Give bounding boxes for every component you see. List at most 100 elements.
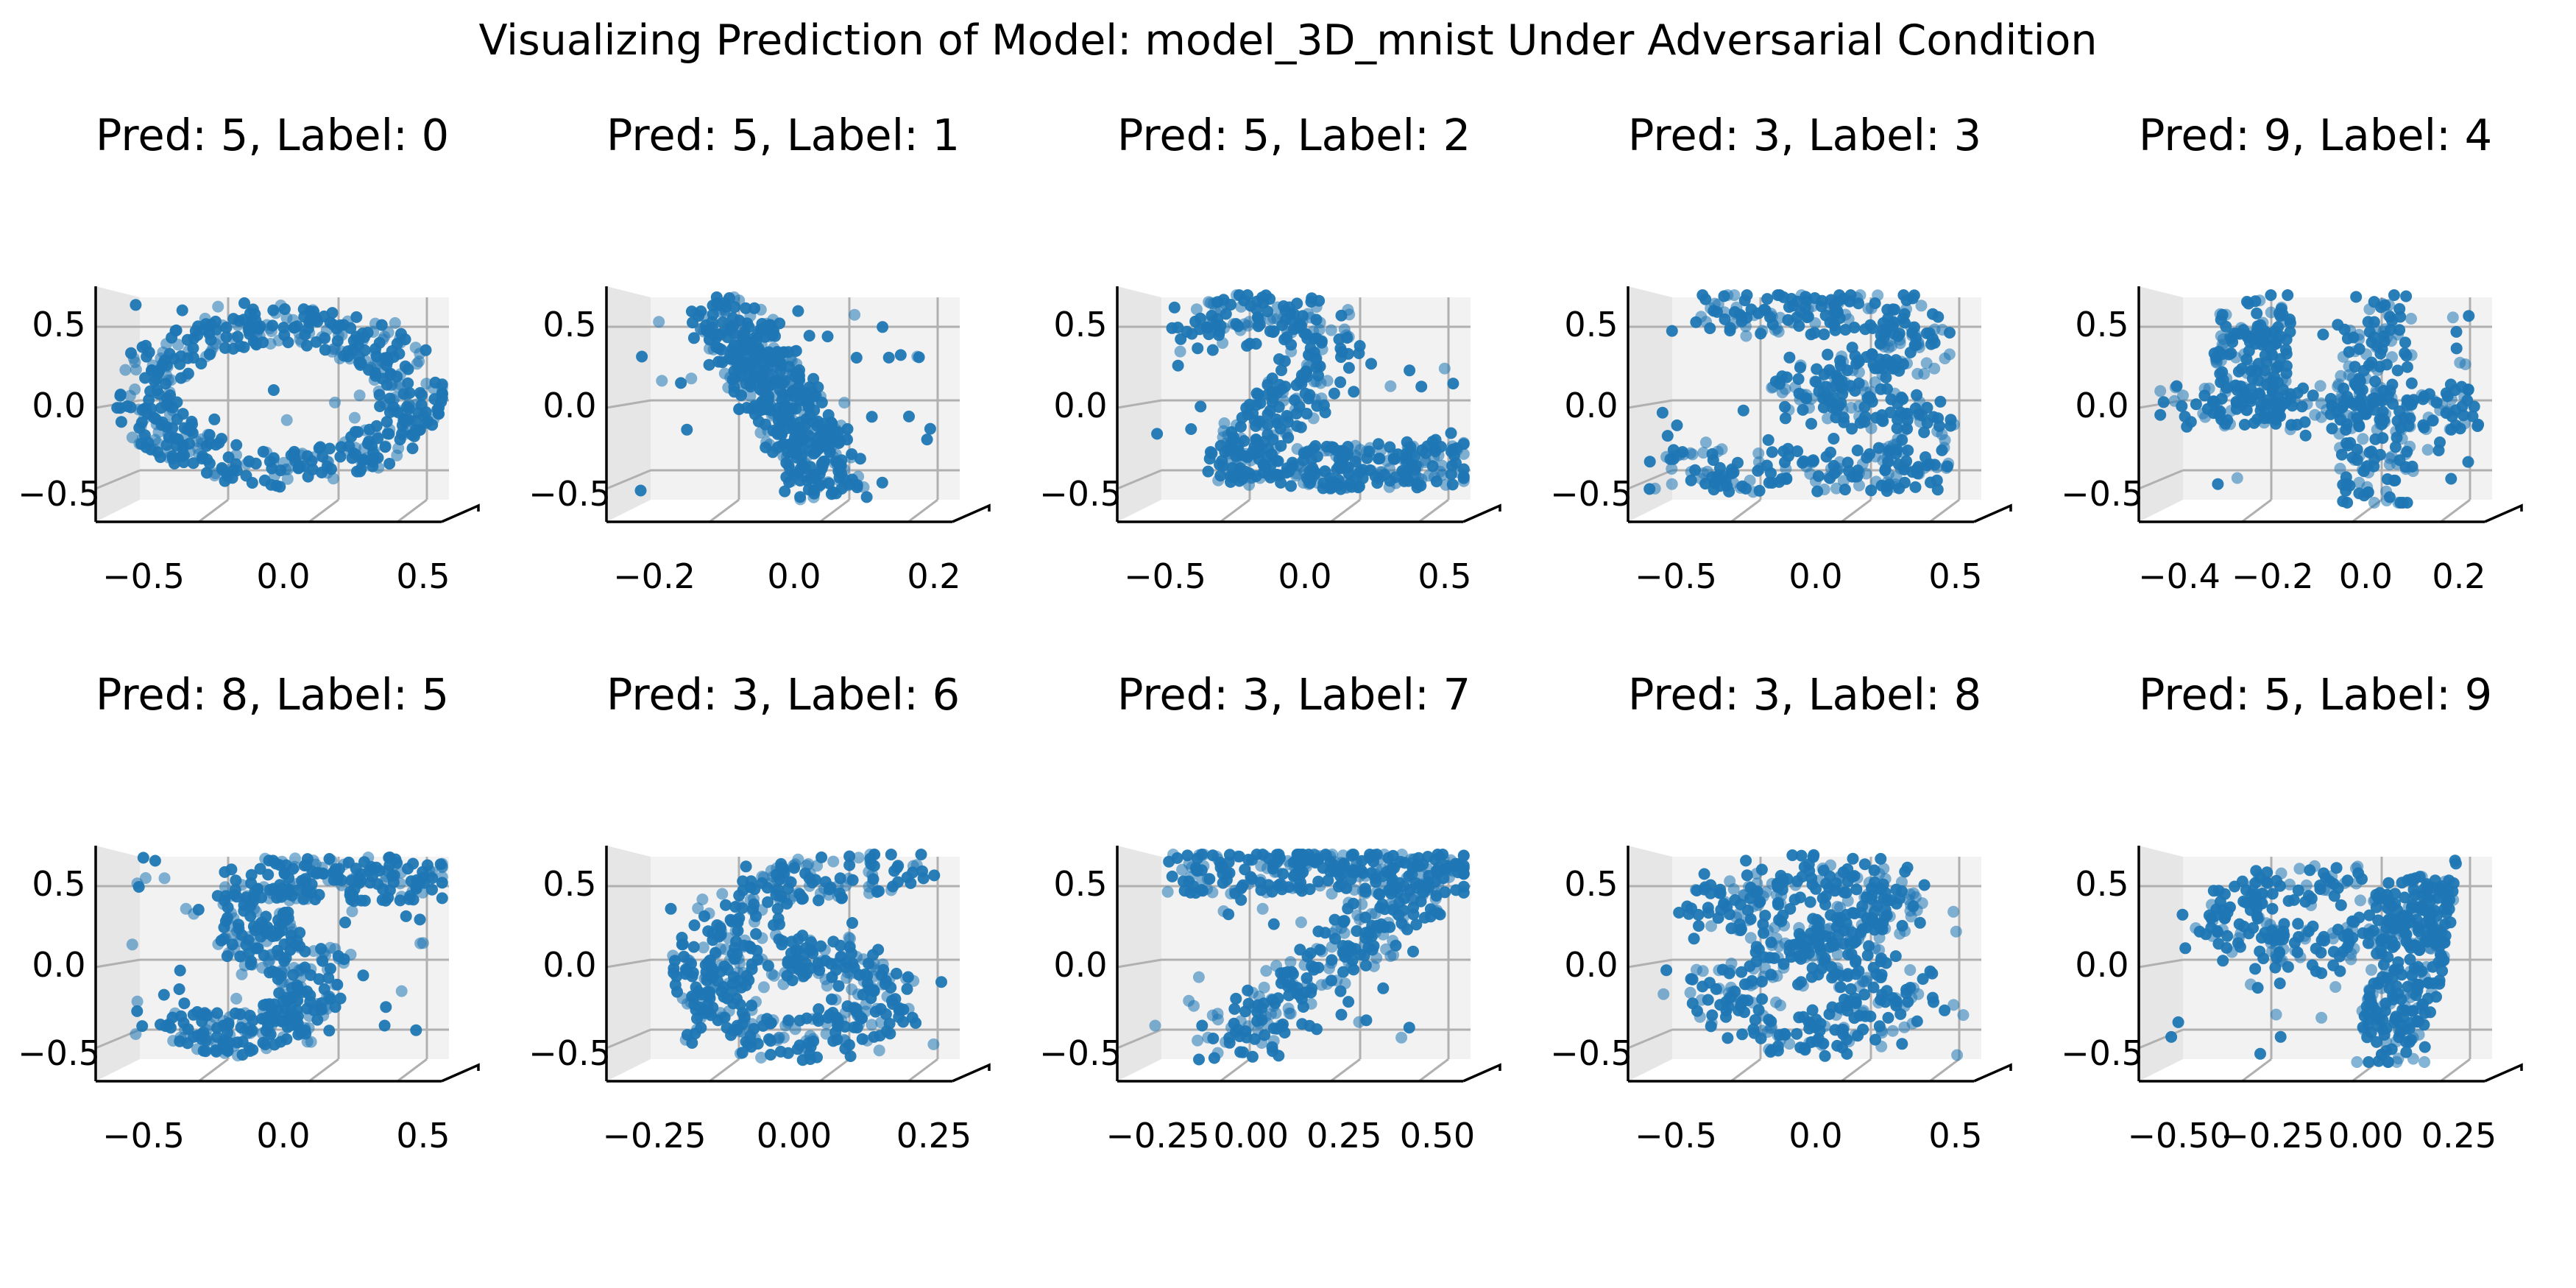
scatter-point bbox=[815, 940, 827, 952]
scatter-point bbox=[1836, 1041, 1848, 1054]
scatter-point bbox=[916, 865, 928, 877]
scatter-point bbox=[2427, 414, 2439, 427]
scatter-point bbox=[1811, 485, 1824, 498]
x-tick-label: −0.2 bbox=[2232, 556, 2314, 596]
scatter-point bbox=[2377, 385, 2390, 397]
scatter-point bbox=[1866, 348, 1878, 361]
scatter-point bbox=[714, 920, 726, 933]
scatter-point bbox=[1306, 983, 1317, 995]
scatter-point bbox=[829, 456, 842, 468]
scatter-point bbox=[1786, 849, 1799, 861]
scatter-point bbox=[426, 866, 438, 878]
scatter-point bbox=[119, 364, 132, 376]
scatter-point bbox=[1901, 357, 1913, 369]
scatter-point bbox=[2197, 407, 2209, 420]
scatter-point bbox=[278, 938, 291, 950]
scatter-point bbox=[809, 473, 821, 484]
scatter-point bbox=[1231, 850, 1244, 863]
scatter-point bbox=[1892, 330, 1904, 342]
scatter-point bbox=[2466, 410, 2479, 422]
scatter-point bbox=[1776, 883, 1788, 896]
scatter-point bbox=[270, 480, 283, 492]
scatter-point bbox=[737, 884, 749, 896]
scatter-point bbox=[2463, 310, 2475, 322]
scatter-point bbox=[2335, 448, 2348, 461]
scatter-point bbox=[1358, 949, 1370, 962]
scatter-point bbox=[1928, 411, 1940, 423]
scatter-point bbox=[1426, 436, 1439, 447]
scatter-point bbox=[1373, 921, 1385, 934]
grid-line bbox=[308, 1058, 339, 1083]
scatter-point bbox=[1446, 459, 1459, 472]
x-tick-label: 0.00 bbox=[757, 1116, 832, 1156]
scatter-point bbox=[1744, 932, 1757, 944]
scatter-point bbox=[259, 852, 272, 865]
z-tick-label: 0.0 bbox=[542, 386, 596, 425]
scatter-point bbox=[2434, 404, 2446, 417]
scatter-point bbox=[732, 916, 744, 929]
scatter-point bbox=[802, 858, 815, 870]
scatter-point bbox=[1779, 412, 1791, 425]
scatter-point bbox=[1858, 891, 1871, 904]
scatter-point bbox=[1869, 362, 1881, 375]
scatter-point bbox=[1863, 391, 1875, 403]
scatter-point bbox=[818, 882, 830, 894]
scatter-point bbox=[718, 305, 731, 317]
scatter-point bbox=[414, 347, 426, 360]
scatter-point bbox=[1947, 905, 1960, 918]
scatter-point bbox=[2354, 450, 2366, 461]
scatter-point bbox=[1836, 375, 1848, 387]
scatter-point bbox=[433, 401, 445, 414]
scatter-point bbox=[297, 303, 310, 316]
scatter-point bbox=[844, 1050, 857, 1062]
scatter-point bbox=[1416, 444, 1429, 456]
scatter-point bbox=[406, 428, 418, 441]
scatter-point bbox=[927, 1038, 940, 1050]
scatter-point bbox=[1880, 372, 1892, 383]
x-tick-label: 0.5 bbox=[1418, 556, 1471, 596]
scatter-point bbox=[693, 310, 705, 322]
scatter-point bbox=[1202, 465, 1214, 478]
scatter-point bbox=[653, 316, 665, 328]
scatter-point bbox=[838, 473, 851, 486]
scatter-point bbox=[1166, 870, 1178, 882]
scatter-point bbox=[1858, 858, 1871, 871]
y-axis-line bbox=[952, 1063, 991, 1083]
scatter-point bbox=[382, 355, 394, 367]
scatter-point bbox=[1702, 994, 1714, 1006]
scatter-point bbox=[1753, 484, 1766, 497]
scatter-point bbox=[269, 307, 282, 319]
scatter-point bbox=[1774, 897, 1787, 910]
scatter-point bbox=[1909, 328, 1922, 341]
scatter-point bbox=[675, 377, 687, 389]
scatter-point bbox=[873, 885, 885, 897]
scatter-point bbox=[1715, 904, 1727, 916]
scatter-point bbox=[323, 1025, 336, 1037]
scatter-point bbox=[1857, 379, 1869, 392]
scatter-point bbox=[1258, 436, 1270, 447]
scatter-point bbox=[1888, 363, 1900, 375]
scatter-point bbox=[414, 913, 426, 926]
grid-line bbox=[1627, 469, 1673, 490]
scatter-point bbox=[1917, 973, 1929, 986]
scatter-point bbox=[2357, 403, 2369, 415]
scatter-point bbox=[2405, 349, 2418, 361]
subplot-label-7: Pred: 3, Label: 70.50.0−0.5−0.25 0.00 0.25… bbox=[1039, 669, 1501, 1156]
scatter-point bbox=[363, 364, 375, 376]
scatter-point bbox=[2280, 360, 2293, 372]
scatter-point bbox=[827, 486, 839, 498]
scatter-point bbox=[810, 389, 822, 402]
scatter-point bbox=[1445, 468, 1457, 481]
scatter-point bbox=[2343, 360, 2355, 372]
scatter-point bbox=[729, 372, 740, 384]
scatter-point bbox=[1291, 855, 1303, 868]
scatter-point bbox=[1851, 445, 1864, 456]
scatter-point bbox=[1783, 1038, 1796, 1050]
scatter-point bbox=[2284, 316, 2296, 329]
scatter-point bbox=[263, 322, 276, 335]
scatter-point bbox=[1818, 328, 1830, 341]
scatter-point bbox=[1377, 982, 1390, 994]
scatter-point bbox=[244, 958, 257, 971]
scatter-point bbox=[1411, 481, 1423, 494]
scatter-point bbox=[1239, 450, 1252, 462]
